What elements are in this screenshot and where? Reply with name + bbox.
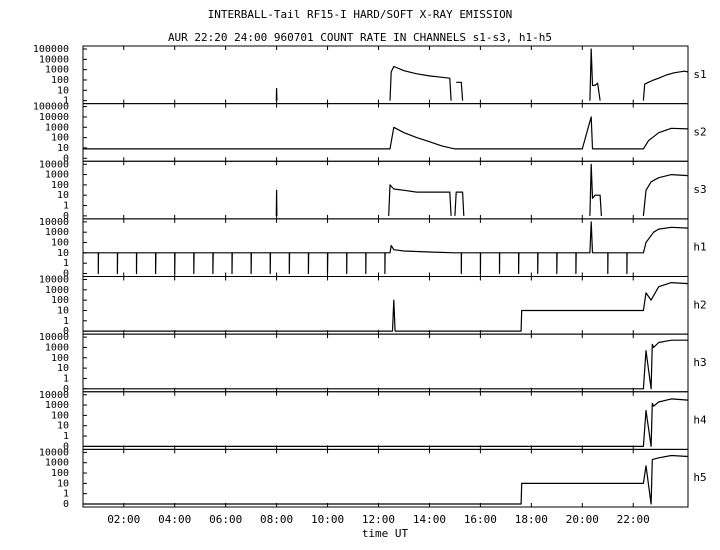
y-tick-label: 0	[63, 326, 69, 337]
y-tick-label: 100	[51, 133, 69, 144]
y-tick-label: 10	[57, 190, 69, 201]
y-tick-label: 1000	[45, 65, 69, 76]
y-tick-label: 10	[57, 85, 69, 96]
y-tick-label: 100	[51, 238, 69, 249]
data-line	[83, 454, 689, 505]
y-tick-label: 10000	[39, 159, 69, 170]
chart-title: INTERBALL-Tail RF15-I HARD/SOFT X-RAY EM…	[208, 8, 513, 21]
y-tick-label: 100	[51, 353, 69, 364]
y-tick-label: 10	[57, 421, 69, 432]
y-tick-label: 1	[63, 258, 69, 269]
y-tick-label: 100	[51, 410, 69, 421]
y-tick-label: 100	[51, 295, 69, 306]
data-line	[83, 398, 689, 447]
x-tick-label: 14:00	[413, 513, 446, 526]
y-tick-label: 1000	[45, 285, 69, 296]
y-tick-label: 1	[63, 316, 69, 327]
x-tick-label: 12:00	[362, 513, 395, 526]
data-line	[83, 339, 688, 390]
data-line	[83, 221, 689, 275]
panel-label: s1	[693, 68, 706, 81]
y-tick-label: 10	[57, 143, 69, 154]
y-tick-label: 10000	[39, 217, 69, 228]
y-tick-label: 1000	[45, 342, 69, 353]
y-tick-label: 10	[57, 248, 69, 259]
x-tick-label: 02:00	[107, 513, 140, 526]
panel-label: h5	[693, 471, 706, 484]
x-tick-label: 20:00	[566, 513, 599, 526]
panel-label: h1	[693, 241, 706, 254]
y-tick-label: 10000	[39, 447, 69, 458]
y-tick-label: 1	[63, 489, 69, 500]
y-tick-label: 100000	[33, 44, 69, 55]
panel-label: h2	[693, 298, 706, 311]
x-tick-label: 16:00	[464, 513, 497, 526]
y-tick-label: 100	[51, 468, 69, 479]
chart-subtitle: AUR 22:20 24:00 960701 COUNT RATE IN CHA…	[168, 31, 552, 44]
y-tick-label: 0	[63, 153, 69, 164]
panel-label: s2	[693, 125, 706, 138]
y-tick-label: 1000	[45, 227, 69, 238]
y-tick-label: 0	[63, 441, 69, 452]
y-tick-label: 10000	[39, 390, 69, 401]
y-tick-label: 100	[51, 180, 69, 191]
data-line	[83, 116, 689, 150]
y-tick-label: 0	[63, 211, 69, 222]
data-line	[83, 282, 689, 332]
y-tick-label: 1	[63, 373, 69, 384]
y-tick-label: 100000	[33, 102, 69, 113]
y-tick-label: 0	[63, 269, 69, 280]
y-tick-label: 1000	[45, 122, 69, 133]
panel-label: h4	[693, 414, 707, 427]
y-tick-label: 1	[63, 201, 69, 212]
y-tick-label: 100	[51, 75, 69, 86]
y-tick-label: 0	[63, 384, 69, 395]
y-tick-label: 10	[57, 478, 69, 489]
x-axis-label: time UT	[362, 527, 409, 540]
panel-label: s3	[693, 183, 706, 196]
x-tick-label: 04:00	[158, 513, 191, 526]
x-tick-label: 10:00	[311, 513, 344, 526]
y-tick-label: 10	[57, 305, 69, 316]
y-tick-label: 1	[63, 431, 69, 442]
x-tick-label: 06:00	[209, 513, 242, 526]
y-tick-label: 10000	[39, 54, 69, 65]
data-line	[275, 48, 689, 101]
panel-label: h3	[693, 356, 706, 369]
y-tick-label: 10000	[39, 275, 69, 286]
y-tick-label: 1000	[45, 400, 69, 411]
x-tick-label: 18:00	[515, 513, 548, 526]
data-line	[275, 163, 689, 216]
x-tick-label: 08:00	[260, 513, 293, 526]
y-tick-label: 1000	[45, 170, 69, 181]
y-tick-label: 0	[63, 499, 69, 510]
y-tick-label: 10000	[39, 332, 69, 343]
y-tick-label: 10000	[39, 112, 69, 123]
panel-frame	[82, 448, 689, 508]
y-tick-label: 10	[57, 363, 69, 374]
y-tick-label: 1	[63, 96, 69, 107]
y-tick-label: 1000	[45, 458, 69, 469]
x-tick-label: 22:00	[617, 513, 650, 526]
